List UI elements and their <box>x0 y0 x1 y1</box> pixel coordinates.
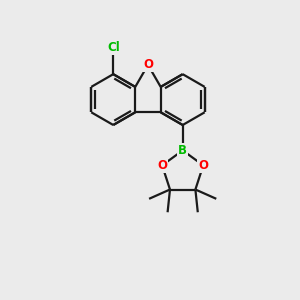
Text: O: O <box>198 159 208 172</box>
Text: Cl: Cl <box>107 41 120 54</box>
Text: B: B <box>178 144 187 157</box>
Text: O: O <box>157 159 167 172</box>
Text: O: O <box>143 58 153 71</box>
